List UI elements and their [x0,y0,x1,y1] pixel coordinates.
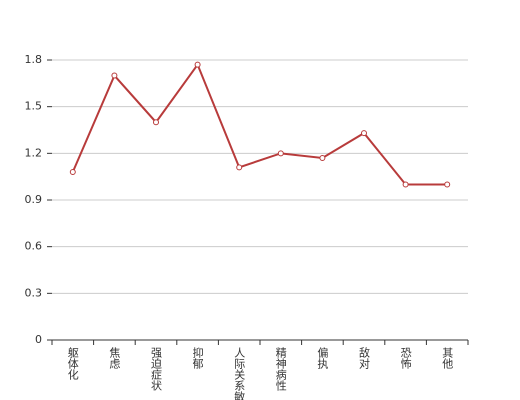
point [194,61,201,68]
point [69,169,76,175]
x-tick-label: 焦虑 [108,347,121,369]
point [402,181,409,188]
y-tick-label: 1.2 [25,146,43,159]
point [277,150,284,157]
point [361,130,367,137]
x-tick-label: 人际关系敏感 [233,347,246,400]
x-tick-label: 精神病性 [274,347,287,392]
point [319,155,326,161]
x-tick-label: 强迫症状 [150,347,163,391]
y-tick-label: 0.6 [25,240,43,253]
point [236,164,243,171]
line [71,62,448,186]
y-tick-label: 1.5 [25,100,43,113]
x-tick-label: 躯体化 [66,347,79,381]
y-tick-label: 0 [35,333,42,346]
x-tick-label: 其他 [441,347,454,369]
point [444,181,451,188]
x-tick-label: 抑郁 [191,346,204,369]
x-tick-label: 恐怖 [399,347,412,369]
x-tick-label: 偏执 [316,346,329,370]
point [153,119,159,126]
y-tick-label: 1.8 [25,53,43,66]
point [111,72,118,79]
x-tick-label: 敌对 [358,346,371,369]
y-tick-label: 0.9 [25,193,43,206]
y-tick-label: 0.3 [25,286,43,299]
